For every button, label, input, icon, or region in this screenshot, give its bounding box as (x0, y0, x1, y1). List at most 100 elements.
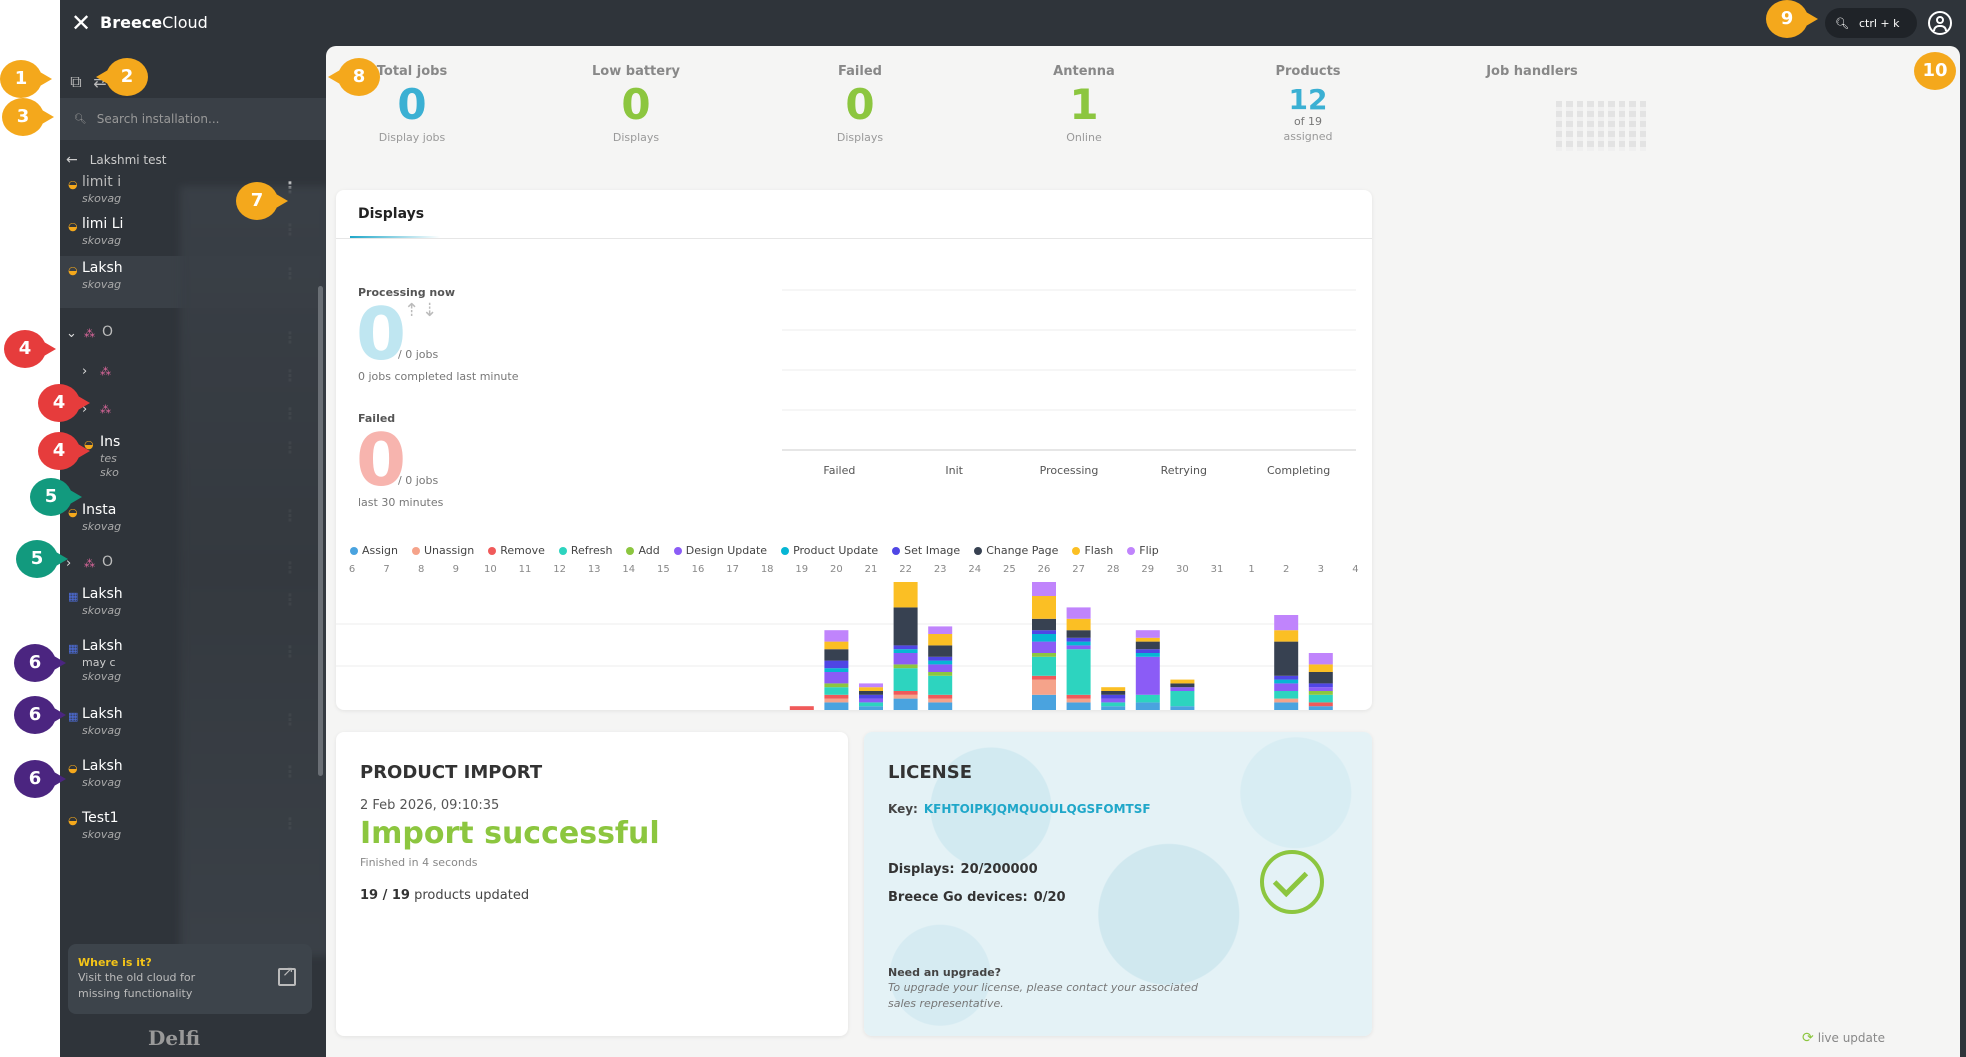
bar-segment[interactable] (1032, 653, 1056, 657)
tree-item[interactable]: ◒ Laksh skovag ⋮ (60, 758, 322, 798)
bar-segment[interactable] (1308, 694, 1333, 703)
bar-segment[interactable] (824, 683, 849, 688)
bar-segment[interactable] (824, 630, 849, 642)
bar-segment[interactable] (824, 687, 849, 695)
bar-segment[interactable] (1101, 706, 1126, 710)
bar-segment[interactable] (928, 698, 953, 703)
chevron-down-icon[interactable]: ⌄ (66, 326, 77, 341)
bar-segment[interactable] (893, 668, 918, 691)
bar-segment[interactable] (1032, 618, 1056, 631)
legend-item[interactable]: Change Page (974, 544, 1058, 557)
bar-segment[interactable] (928, 645, 953, 657)
bar-segment[interactable] (1066, 618, 1091, 631)
bar-segment[interactable] (928, 702, 953, 710)
legend-item[interactable]: Flash (1072, 544, 1113, 557)
bar-segment[interactable] (1135, 694, 1160, 703)
tree-item[interactable]: ◒ limit i skovag ⋮ (60, 174, 322, 214)
legend-item[interactable]: Flip (1127, 544, 1159, 557)
bar-segment[interactable] (859, 687, 883, 691)
bar-segment[interactable] (1101, 698, 1126, 703)
bar-segment[interactable] (1308, 687, 1333, 691)
bar-segment[interactable] (928, 660, 953, 665)
bar-segment[interactable] (928, 634, 953, 646)
bar-segment[interactable] (928, 672, 953, 676)
bar-segment[interactable] (1101, 694, 1126, 699)
bar-segment[interactable] (1032, 675, 1056, 680)
bar-segment[interactable] (1308, 653, 1333, 665)
sidebar-scrollbar[interactable] (318, 286, 323, 776)
bar-segment[interactable] (1135, 630, 1160, 638)
global-search-button[interactable]: 🔍︎ ctrl + k (1825, 8, 1917, 38)
bar-segment[interactable] (1135, 653, 1160, 657)
bar-segment[interactable] (1170, 679, 1195, 684)
bar-segment[interactable] (928, 694, 953, 699)
stat-antenna[interactable]: Antenna 1 Online (1004, 64, 1164, 144)
bar-segment[interactable] (1308, 664, 1333, 672)
bar-segment[interactable] (1274, 641, 1299, 676)
stat-low-battery[interactable]: Low battery 0 Displays (556, 64, 716, 144)
bar-segment[interactable] (1066, 641, 1091, 646)
bar-segment[interactable] (1032, 596, 1056, 619)
close-icon[interactable]: ✕ (70, 9, 92, 37)
bar-segment[interactable] (893, 664, 918, 669)
bar-segment[interactable] (1274, 679, 1299, 684)
bar-segment[interactable] (1274, 615, 1299, 631)
bar-segment[interactable] (1101, 691, 1126, 695)
bar-segment[interactable] (1308, 691, 1333, 695)
stat-failed[interactable]: Failed 0 Displays (780, 64, 940, 144)
legend-item[interactable]: Set Image (892, 544, 960, 557)
user-account-icon[interactable] (1928, 11, 1952, 35)
bar-segment[interactable] (859, 694, 883, 699)
tab-displays[interactable]: Displays (358, 206, 425, 222)
bar-segment[interactable] (824, 702, 849, 710)
old-cloud-card[interactable]: Where is it? Visit the old cloud for mis… (68, 944, 312, 1014)
bar-segment[interactable] (928, 675, 953, 695)
bar-segment[interactable] (859, 698, 883, 703)
legend-item[interactable]: Add (626, 544, 660, 557)
bar-segment[interactable] (1101, 687, 1126, 691)
bar-segment[interactable] (928, 626, 953, 634)
bar-segment[interactable] (1274, 698, 1299, 703)
bar-segment[interactable] (824, 641, 849, 650)
bar-segment[interactable] (1170, 683, 1195, 688)
bar-segment[interactable] (859, 683, 883, 688)
bar-segment[interactable] (1032, 656, 1056, 676)
legend-item[interactable]: Design Update (673, 544, 767, 557)
bar-segment[interactable] (893, 698, 918, 710)
bar-segment[interactable] (1032, 641, 1056, 653)
bar-segment[interactable] (1066, 649, 1091, 695)
stat-job-handlers[interactable]: Job handlers (1452, 64, 1612, 79)
legend-item[interactable]: Product Update (781, 544, 878, 557)
bar-segment[interactable] (1135, 637, 1160, 642)
legend-item[interactable]: Assign (350, 544, 398, 557)
bar-segment[interactable] (824, 668, 849, 672)
legend-item[interactable]: Unassign (412, 544, 474, 557)
bar-segment[interactable] (1135, 702, 1160, 710)
bar-segment[interactable] (1135, 649, 1160, 653)
bar-segment[interactable] (1135, 641, 1160, 650)
bar-segment[interactable] (1308, 683, 1333, 688)
bar-segment[interactable] (1170, 706, 1195, 710)
bar-segment[interactable] (1308, 702, 1333, 707)
bar-segment[interactable] (824, 698, 849, 703)
bar-segment[interactable] (1066, 694, 1091, 699)
bar-segment[interactable] (859, 706, 883, 710)
bar-segment[interactable] (1066, 607, 1091, 619)
external-link-icon[interactable] (278, 964, 296, 986)
bar-segment[interactable] (1274, 630, 1299, 642)
bar-segment[interactable] (859, 702, 883, 707)
bar-segment[interactable] (1170, 691, 1195, 707)
back-link[interactable]: ← Lakshmi test (66, 152, 166, 168)
chevron-right-icon[interactable]: › (82, 364, 88, 379)
installation-search-input[interactable]: 🔍︎ Search installation... (60, 98, 326, 140)
bar-segment[interactable] (824, 649, 849, 661)
bar-segment[interactable] (1032, 630, 1056, 634)
bar-segment[interactable] (1170, 687, 1195, 691)
bar-segment[interactable] (1274, 691, 1299, 699)
bar-segment[interactable] (1066, 630, 1091, 638)
bar-segment[interactable] (824, 694, 849, 699)
bar-segment[interactable] (1066, 645, 1091, 650)
bar-segment[interactable] (928, 656, 953, 661)
bar-segment[interactable] (1032, 634, 1056, 642)
copy-icon[interactable]: ⧉ (70, 72, 82, 91)
